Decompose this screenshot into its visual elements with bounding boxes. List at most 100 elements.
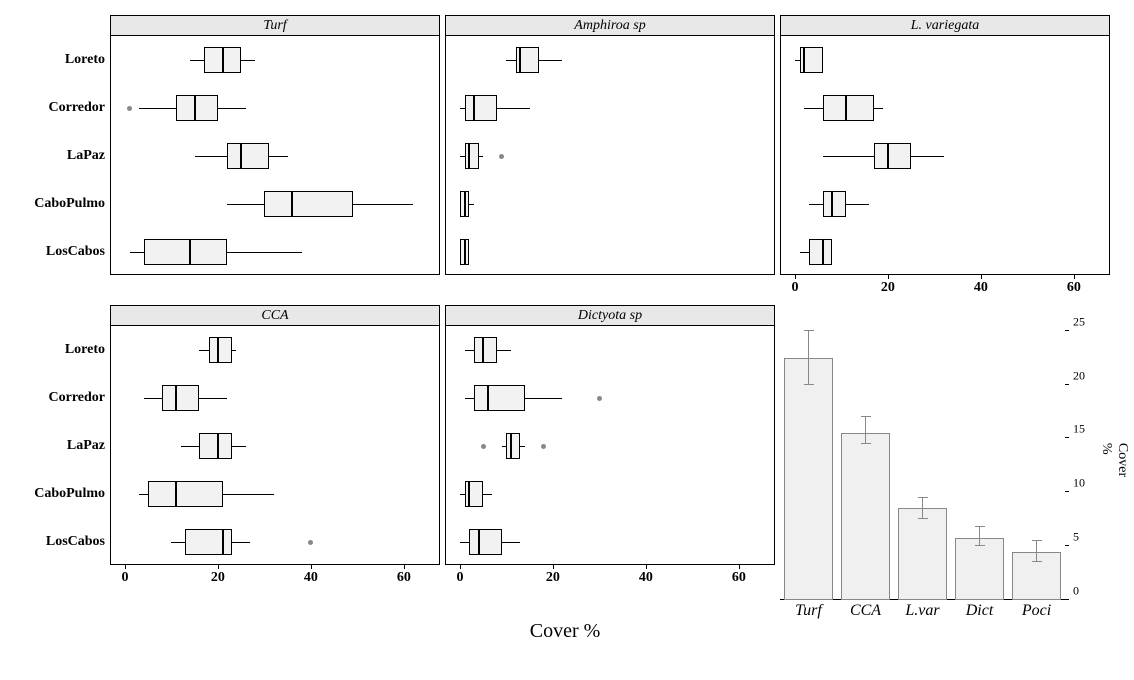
error-bar <box>808 331 809 385</box>
x-tick <box>1074 274 1075 279</box>
whisker <box>190 60 204 61</box>
barchart-panel: TurfCCAL.varDictPoci0510152025Cover % <box>780 320 1065 600</box>
error-bar <box>922 498 923 520</box>
error-cap <box>804 384 814 385</box>
bar-y-tick <box>1065 384 1069 385</box>
x-tick-label: 0 <box>456 570 463 586</box>
panel-lvariegata: L. variegata0204060 <box>780 15 1110 275</box>
whisker <box>497 350 511 351</box>
median <box>478 529 480 555</box>
bar-y-tick <box>1065 491 1069 492</box>
whisker <box>483 494 492 495</box>
bar-y-tick-label: 15 <box>1073 422 1085 437</box>
error-cap <box>861 443 871 444</box>
whisker <box>232 446 246 447</box>
x-tick-label: 20 <box>211 570 225 586</box>
box <box>465 143 479 169</box>
error-cap <box>861 416 871 417</box>
y-category-label: Loreto <box>65 52 105 68</box>
bar-y-tick <box>1065 599 1069 600</box>
y-category-label: CaboPulmo <box>34 196 105 212</box>
box <box>176 95 218 121</box>
bar <box>784 358 832 600</box>
whisker <box>846 204 869 205</box>
bar-y-tick <box>1065 545 1069 546</box>
whisker <box>525 398 562 399</box>
whisker <box>130 252 144 253</box>
error-bar <box>865 417 866 444</box>
whisker <box>269 156 288 157</box>
whisker <box>241 60 255 61</box>
box <box>264 191 352 217</box>
panel-amphiroa: Amphiroa sp <box>445 15 775 275</box>
median <box>194 95 196 121</box>
whisker <box>460 542 469 543</box>
whisker <box>227 204 264 205</box>
median <box>803 47 805 73</box>
outlier <box>127 106 132 111</box>
bar <box>898 508 946 600</box>
median <box>189 239 191 265</box>
outlier <box>499 154 504 159</box>
whisker <box>479 156 484 157</box>
median <box>519 47 521 73</box>
y-category-label: CaboPulmo <box>34 486 105 502</box>
box <box>823 95 874 121</box>
panel-strip: Amphiroa sp <box>446 16 774 36</box>
box <box>209 337 232 363</box>
median <box>468 143 470 169</box>
whisker <box>465 398 474 399</box>
x-axis-label: Cover % <box>530 620 601 643</box>
bar <box>841 433 889 600</box>
whisker <box>911 156 944 157</box>
box <box>506 433 520 459</box>
box <box>465 95 498 121</box>
box <box>474 385 525 411</box>
median <box>217 433 219 459</box>
median <box>822 239 824 265</box>
bar-y-tick <box>1065 437 1069 438</box>
bar-category-label: Poci <box>1022 602 1051 620</box>
error-cap <box>918 497 928 498</box>
whisker <box>139 108 176 109</box>
box <box>874 143 911 169</box>
error-bar <box>979 527 980 546</box>
median <box>482 337 484 363</box>
bar-y-tick-label: 10 <box>1073 476 1085 491</box>
median <box>473 95 475 121</box>
median <box>217 337 219 363</box>
error-cap <box>804 330 814 331</box>
figure-root: TurfLoretoCorredorLaPazCaboPulmoLosCabos… <box>0 0 1134 680</box>
bar-category-label: Turf <box>795 602 822 620</box>
box <box>199 433 232 459</box>
whisker <box>502 542 521 543</box>
x-tick-label: 0 <box>121 570 128 586</box>
error-bar <box>1036 541 1037 563</box>
x-tick-label: 60 <box>397 570 411 586</box>
whisker <box>199 398 227 399</box>
box <box>162 385 199 411</box>
panel-strip: L. variegata <box>781 16 1109 36</box>
panel-strip: Turf <box>111 16 439 36</box>
error-cap <box>1032 540 1042 541</box>
median <box>487 385 489 411</box>
x-tick <box>795 274 796 279</box>
x-tick <box>125 564 126 569</box>
bar-category-label: CCA <box>850 602 881 620</box>
whisker <box>497 108 530 109</box>
bar-y-tick-label: 25 <box>1073 314 1085 329</box>
x-tick <box>553 564 554 569</box>
median <box>845 95 847 121</box>
x-tick-label: 60 <box>1067 280 1081 296</box>
whisker <box>874 108 883 109</box>
bar-y-tick <box>1065 330 1069 331</box>
whisker <box>539 60 562 61</box>
outlier <box>597 396 602 401</box>
median <box>222 47 224 73</box>
outlier <box>481 444 486 449</box>
whisker <box>800 252 809 253</box>
error-cap <box>975 545 985 546</box>
y-category-label: LaPaz <box>67 438 105 454</box>
bar <box>955 538 1003 600</box>
box <box>185 529 231 555</box>
